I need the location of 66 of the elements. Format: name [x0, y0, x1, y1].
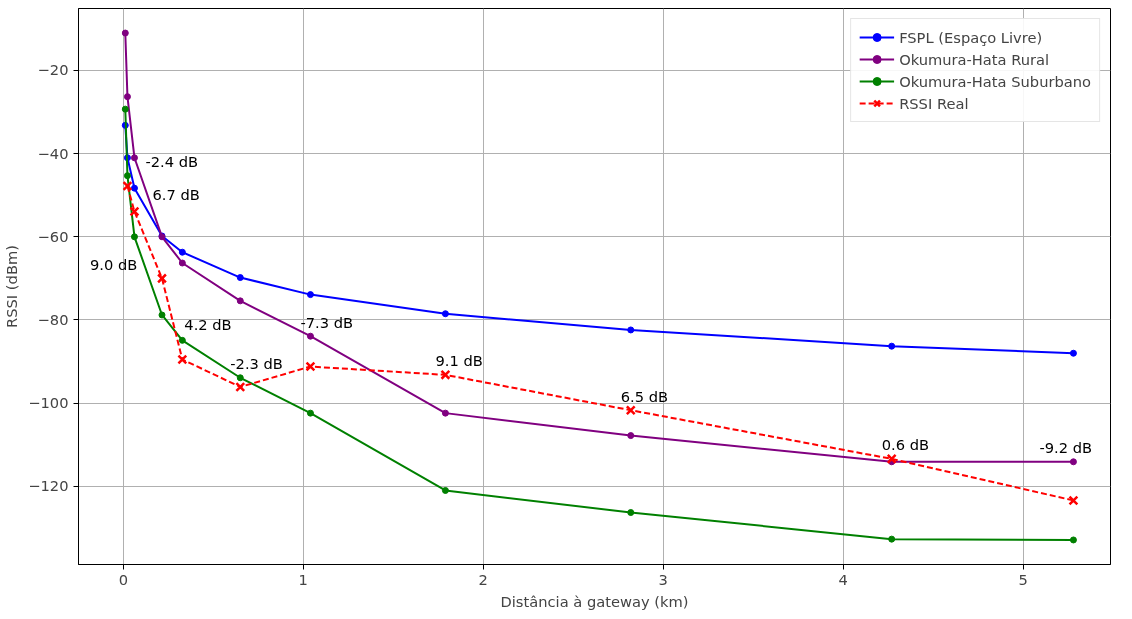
point — [888, 535, 896, 543]
x-tick-label: 3 — [658, 570, 668, 588]
point — [440, 369, 451, 381]
point — [123, 93, 131, 101]
point — [123, 172, 131, 180]
point — [236, 374, 244, 382]
annotation: -2.4 dB — [145, 153, 199, 171]
point — [1069, 458, 1077, 466]
point — [441, 310, 449, 318]
legend-label: RSSI Real — [899, 94, 969, 112]
point — [236, 297, 244, 305]
x-tick-label: 1 — [298, 570, 308, 588]
point — [156, 273, 168, 284]
annotation: 9.0 dB — [90, 255, 138, 273]
x-tick-label: 2 — [478, 570, 488, 588]
annotation: -7.3 dB — [300, 313, 354, 331]
point — [130, 233, 138, 241]
annotation: -2.3 dB — [230, 355, 283, 373]
annotation: 0.6 dB — [881, 436, 930, 454]
point — [627, 326, 635, 334]
point — [305, 361, 316, 372]
y-tick-label: −60 — [37, 227, 69, 245]
point — [130, 184, 138, 192]
x-tick-label: 5 — [1018, 570, 1028, 588]
annotation: 6.7 dB — [152, 185, 200, 203]
point — [178, 259, 186, 267]
annotation: 9.1 dB — [435, 352, 483, 370]
point — [1069, 536, 1077, 544]
y-tick-label: −20 — [37, 61, 69, 79]
y-axis-title: RSSI (dBm) — [3, 245, 21, 328]
point — [306, 332, 314, 340]
legend-label: Okumura-Hata Rural — [899, 50, 1050, 68]
point — [625, 405, 636, 416]
point — [236, 274, 244, 282]
x-tick-label: 4 — [838, 570, 848, 588]
y-tick-label: −80 — [37, 310, 69, 328]
annotation: 6.5 dB — [620, 387, 669, 405]
point — [178, 248, 186, 256]
point — [306, 409, 314, 417]
y-tick-label: −100 — [28, 394, 69, 412]
point — [1068, 495, 1079, 506]
point — [158, 311, 166, 319]
point — [129, 206, 140, 217]
point — [886, 453, 897, 465]
legend-label: FSPL (Espaço Livre) — [899, 28, 1043, 46]
point — [441, 486, 449, 494]
point — [177, 354, 188, 365]
y-tick-label: −40 — [37, 144, 69, 162]
point — [888, 342, 896, 350]
point — [121, 105, 129, 113]
annotation: 4.2 dB — [184, 315, 232, 333]
y-tick-label: −120 — [28, 477, 69, 495]
point — [1069, 349, 1077, 357]
point — [178, 336, 186, 344]
point — [306, 291, 314, 299]
point — [121, 29, 129, 37]
point — [235, 381, 246, 393]
legend-label: Okumura-Hata Suburbano — [899, 72, 1091, 90]
x-tick-label: 0 — [118, 570, 128, 588]
point — [130, 154, 138, 162]
point — [627, 509, 635, 517]
point — [441, 409, 449, 417]
x-axis-title: Distância à gateway (km) — [500, 592, 689, 610]
point — [122, 180, 133, 192]
annotation: -9.2 dB — [1039, 439, 1093, 457]
point — [627, 432, 635, 440]
